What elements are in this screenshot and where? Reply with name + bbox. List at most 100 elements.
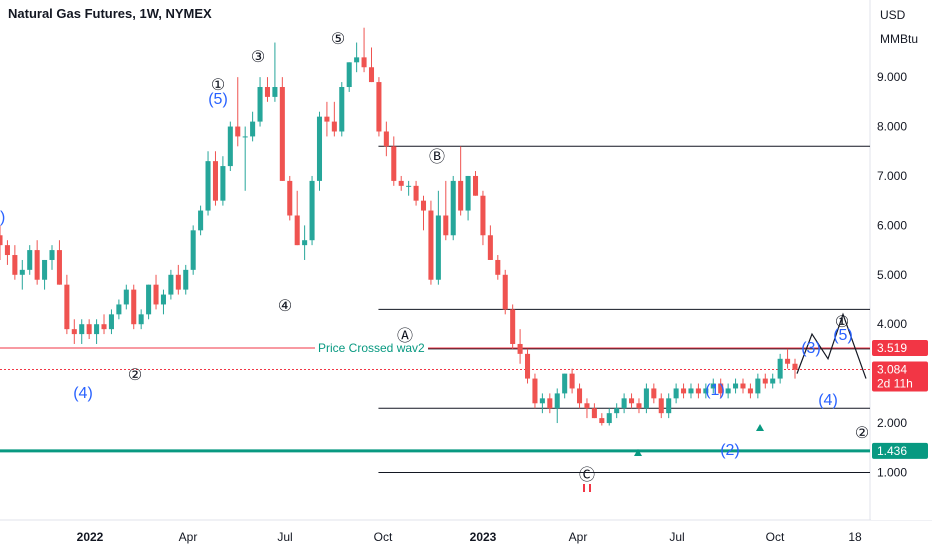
candle-body-107 — [792, 363, 798, 370]
candle-body-46 — [339, 87, 345, 132]
x-tick-6: Jul — [669, 530, 684, 544]
candle-body-47 — [346, 62, 352, 88]
wave-label-15: (5) — [833, 327, 853, 344]
candle-body-75 — [554, 393, 560, 409]
wave-label-5: (4) — [73, 385, 93, 402]
candle-body-101 — [747, 388, 753, 394]
unit-label[interactable]: MMBtu — [872, 32, 932, 46]
candle-body-32 — [235, 126, 241, 137]
wave-label-16: ② — [855, 425, 869, 442]
candle-body-28 — [205, 161, 211, 211]
wave-label-17: ) — [0, 209, 5, 226]
candle-body-26 — [190, 230, 196, 270]
y-tick-1: 2.000 — [877, 416, 907, 430]
candle-body-45 — [331, 121, 337, 132]
candle-body-25 — [183, 269, 189, 290]
projection-path — [796, 312, 867, 379]
x-tick-4: 2023 — [470, 530, 497, 544]
wave-label-3: ⑤ — [331, 31, 345, 48]
candle-body-104 — [770, 378, 776, 384]
candle-body-50 — [368, 67, 375, 83]
candle-body-92 — [681, 388, 687, 394]
price-tag-text-0: 3.519 — [877, 341, 907, 355]
candle-body-7 — [49, 250, 55, 260]
candle-body-52 — [383, 131, 389, 147]
y-tick-8: 9.000 — [877, 70, 907, 84]
candle-body-40 — [294, 215, 300, 246]
candle-body-42 — [309, 180, 315, 241]
candle-body-56 — [413, 185, 419, 201]
wave-label-14: ① — [835, 314, 849, 331]
price-tag-0 — [872, 339, 928, 356]
candle-body-55 — [406, 185, 412, 187]
signal-triangle-0 — [634, 449, 642, 456]
candle-body-49 — [361, 57, 367, 68]
wave-label-2: ③ — [251, 49, 265, 66]
currency-label[interactable]: USD — [872, 8, 932, 22]
price-crossed-label: Price Crossed wav2 — [318, 341, 425, 355]
candle-body-90 — [666, 398, 672, 414]
wave-label-0: ① — [211, 77, 225, 94]
wave-label-7: Ⓑ — [429, 148, 445, 166]
candle-body-14 — [101, 324, 107, 330]
candle-body-6 — [42, 259, 48, 280]
candle-body-96 — [710, 383, 716, 389]
y-tick-3: 4.000 — [877, 317, 907, 331]
candle-body-58 — [428, 210, 434, 280]
candle-body-57 — [420, 200, 427, 211]
candle-body-20 — [146, 284, 152, 315]
candle-body-84 — [621, 398, 627, 409]
candle-body-100 — [740, 383, 746, 389]
candle-body-36 — [264, 87, 271, 97]
x-tick-8: 18 — [848, 530, 862, 544]
candle-body-91 — [673, 388, 679, 399]
price-crossed-label-bg — [315, 339, 429, 356]
candle-body-59 — [435, 215, 441, 280]
candle-body-41 — [302, 240, 308, 246]
price-axis-bg — [871, 0, 932, 520]
candle-body-17 — [123, 289, 129, 305]
candle-body-19 — [138, 314, 144, 325]
candle-body-48 — [354, 57, 360, 63]
candle-body-89 — [658, 398, 664, 414]
candle-body-67 — [495, 259, 501, 275]
candle-body-24 — [175, 274, 181, 290]
candle-body-37 — [272, 87, 278, 97]
candle-body-13 — [94, 324, 100, 335]
candle-body-97 — [718, 383, 724, 394]
candle-body-23 — [168, 274, 174, 295]
candle-body-35 — [257, 87, 263, 122]
wave-label-6: ④ — [278, 298, 292, 315]
candle-body-105 — [777, 358, 783, 379]
candle-body-74 — [547, 398, 553, 409]
candle-body-53 — [391, 146, 397, 181]
wave-label-13: (4) — [818, 392, 838, 409]
candle-body-8 — [56, 250, 62, 285]
candle-body-87 — [643, 388, 649, 409]
candle-body-94 — [695, 388, 701, 394]
candle-body-73 — [539, 398, 545, 404]
candle-body-78 — [577, 388, 583, 404]
candle-body-62 — [458, 180, 464, 211]
candle-body-63 — [465, 175, 471, 211]
price-tag-text-1: 3.084 — [877, 362, 907, 376]
candle-body-3 — [19, 269, 25, 275]
candle-body-68 — [502, 274, 508, 310]
candle-body-76 — [562, 373, 568, 394]
candle-body-54 — [398, 180, 404, 186]
candle-body-106 — [785, 358, 791, 364]
candle-body-69 — [510, 309, 516, 344]
x-tick-0: 2022 — [77, 530, 104, 544]
candle-body-64 — [472, 175, 479, 196]
candle-body-103 — [762, 378, 768, 384]
candle-body-34 — [250, 121, 256, 137]
candle-body-71 — [524, 353, 531, 379]
candle-body-70 — [517, 343, 523, 354]
candle-body-86 — [636, 403, 642, 409]
x-tick-3: Oct — [374, 530, 393, 544]
wave-label-11: (2) — [720, 442, 740, 459]
x-tick-1: Apr — [179, 530, 198, 544]
wave-label-4: ② — [128, 367, 142, 384]
candle-body-9 — [64, 284, 70, 330]
